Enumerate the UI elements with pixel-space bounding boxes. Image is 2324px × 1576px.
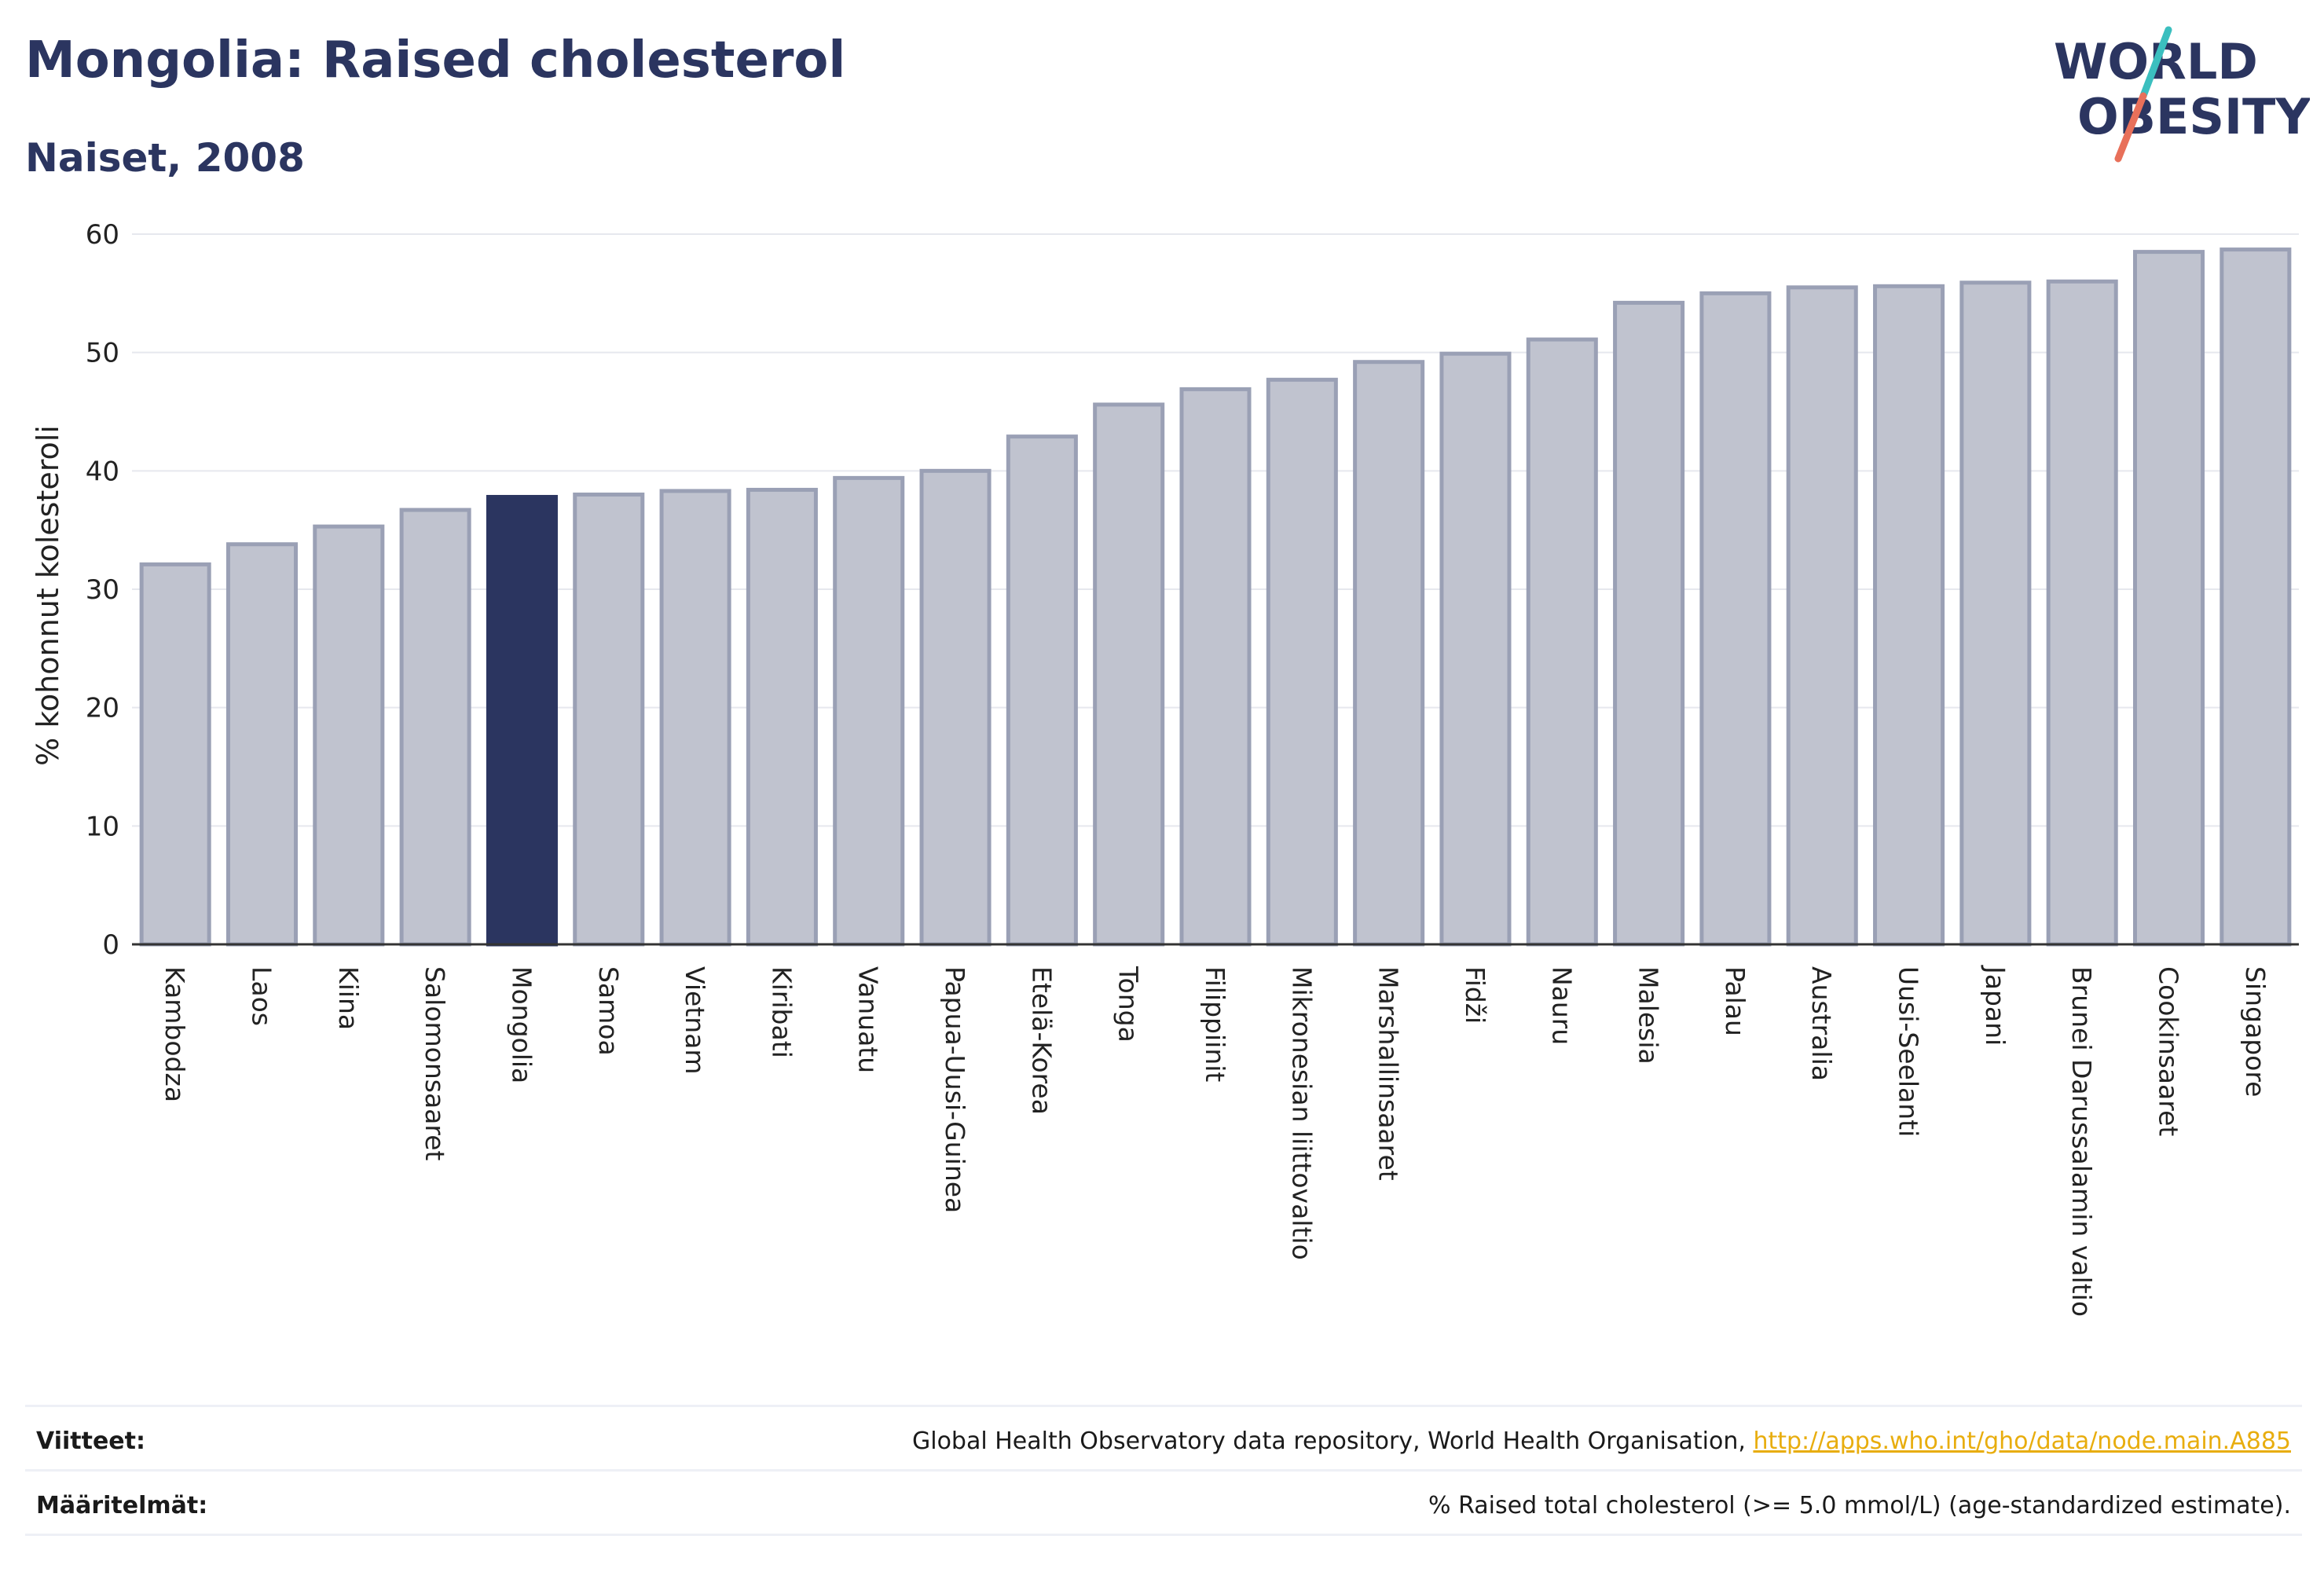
- x-tick-label: Marshallinsaaret: [1373, 966, 1404, 1181]
- x-tick-label: Mikronesian liittovaltio: [1286, 966, 1317, 1260]
- bar: [1699, 291, 1772, 947]
- world-obesity-logo: WORLD OBESITY: [2054, 26, 2310, 163]
- bar-chart: 0 10 20 30 40 50 60 Kambodza Laos Kiina Salomonsa…: [31, 219, 2299, 1317]
- logo-text-line2: OBESITY: [2077, 88, 2310, 145]
- y-tick-label: 50: [86, 338, 119, 369]
- bar: [1006, 434, 1078, 947]
- x-tick-label: Mongolia: [506, 966, 537, 1083]
- x-tick-label: Uusi-Seelanti: [1893, 966, 1924, 1137]
- bar: [746, 487, 818, 947]
- category-labels: Kambodza Laos Kiina Salomonsaaret Mongolia Sa…: [159, 965, 2271, 1317]
- sources-value: Global Health Observatory data repositor…: [912, 1428, 2291, 1455]
- x-tick-label: Vietnam: [680, 966, 710, 1075]
- bar: [573, 492, 645, 947]
- x-tick-label: Nauru: [1546, 966, 1577, 1045]
- y-tick-label: 10: [86, 811, 119, 842]
- x-tick-label: Cookinsaaret: [2154, 966, 2184, 1136]
- x-tick-label: Laos: [246, 966, 277, 1026]
- x-tick-label: Etelä-Korea: [1026, 966, 1057, 1115]
- bar: [313, 524, 385, 947]
- x-tick-label: Malesia: [1633, 966, 1664, 1065]
- bar: [2220, 247, 2292, 947]
- bar: [833, 475, 905, 947]
- bar: [2046, 279, 2118, 947]
- x-tick-label: Fidži: [1460, 966, 1490, 1024]
- x-tick-label: Kiina: [333, 966, 364, 1030]
- x-tick-label: Kambodza: [159, 966, 190, 1102]
- bar: [225, 542, 299, 947]
- definitions-label: Määritelmät:: [36, 1491, 208, 1519]
- bar: [399, 508, 471, 947]
- bar: [1179, 387, 1252, 947]
- logo-slash-teal: [2139, 26, 2172, 100]
- bar: [1786, 285, 1858, 947]
- x-tick-label: Papua-Uusi-Guinea: [940, 966, 970, 1213]
- y-tick-label: 60: [86, 219, 119, 251]
- bar: [1959, 280, 2032, 947]
- y-tick-label: 20: [86, 693, 119, 724]
- x-tick-label: Filippiinit: [1200, 966, 1230, 1082]
- sources-link[interactable]: http://apps.who.int/gho/data/node.main.A…: [1753, 1427, 2291, 1455]
- bar: [486, 494, 558, 947]
- x-tick-label: Vanuatu: [853, 966, 884, 1073]
- chart-subtitle: Naiset, 2008: [25, 135, 305, 181]
- bar: [2132, 250, 2205, 947]
- x-tick-label: Australia: [1806, 966, 1837, 1081]
- bar: [1439, 351, 1512, 947]
- x-tick-label: Tonga: [1113, 966, 1144, 1043]
- y-tick-label: 0: [102, 929, 119, 961]
- x-tick-label: Samoa: [593, 966, 624, 1056]
- bar: [1613, 300, 1685, 947]
- x-tick-label: Brunei Darussalamin valtio: [2066, 966, 2097, 1317]
- bar: [1526, 337, 1598, 947]
- x-tick-label: Japani: [1980, 965, 2011, 1046]
- chart-title: Mongolia: Raised cholesterol: [25, 31, 846, 90]
- bar: [659, 489, 731, 947]
- x-tick-label: Kiribati: [766, 966, 797, 1058]
- footer-divider-bottom: [25, 1534, 2302, 1536]
- y-tick-label: 40: [86, 456, 119, 487]
- footer-divider-top: [25, 1405, 2302, 1407]
- bars: [139, 247, 2292, 947]
- bar: [1353, 360, 1425, 947]
- definitions-row: Määritelmät: % Raised total cholesterol …: [36, 1482, 2291, 1529]
- footer-divider-middle: [25, 1469, 2302, 1472]
- bar: [919, 468, 992, 947]
- x-tick-label: Salomonsaaret: [420, 966, 450, 1161]
- x-tick-label: Palau: [1720, 966, 1750, 1036]
- bar: [1266, 377, 1338, 947]
- logo-text: WORLD OBESITY: [2054, 33, 2310, 145]
- y-tick-label: 30: [86, 574, 119, 606]
- y-axis-label: % kohonnut kolesteroli: [31, 425, 65, 766]
- sources-label: Viitteet:: [36, 1427, 145, 1455]
- bar: [1873, 284, 1945, 947]
- x-tick-label: Singapore: [2240, 966, 2271, 1097]
- sources-text: Global Health Observatory data repositor…: [912, 1427, 1746, 1455]
- bar: [139, 562, 211, 947]
- definitions-text: % Raised total cholesterol (>= 5.0 mmol/…: [1428, 1491, 2291, 1519]
- logo-slash-coral: [2114, 92, 2147, 163]
- sources-row: Viitteet: Global Health Observatory data…: [36, 1417, 2291, 1464]
- y-axis-ticks: 0 10 20 30 40 50 60: [86, 219, 119, 961]
- bar: [1093, 402, 1165, 947]
